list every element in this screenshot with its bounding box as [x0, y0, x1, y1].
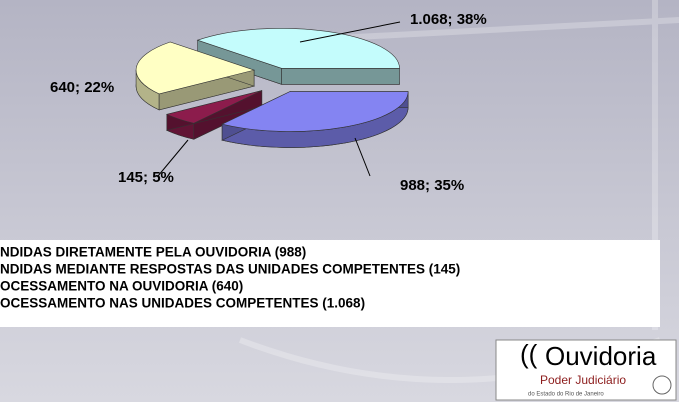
data-label: 1.068; 38% — [410, 11, 487, 28]
logo-org: Poder Judiciário — [540, 373, 626, 387]
legend-entry: NDIDAS DIRETAMENTE PELA OUVIDORIA (988) — [0, 245, 306, 260]
slice — [196, 28, 400, 69]
slice-wall — [281, 68, 400, 85]
leader-line — [354, 137, 371, 177]
logo-sub: do Estado do Rio de Janeiro — [528, 392, 604, 398]
slice — [165, 90, 262, 124]
logo-name: Ouvidoria — [545, 341, 657, 371]
data-label: 145; 5% — [118, 169, 174, 186]
legend-entry: OCESSAMENTO NAS UNIDADES COMPETENTES (1.… — [0, 296, 365, 311]
logo-seal — [652, 375, 672, 395]
logo-box — [495, 339, 677, 401]
data-label: 640; 22% — [50, 79, 114, 96]
leader-line — [157, 139, 189, 177]
legend-entry: OCESSAMENTO NA OUVIDORIA (640) — [0, 279, 243, 294]
legend-box — [0, 240, 660, 327]
data-label: 988; 35% — [400, 177, 464, 194]
logo-mark: (( — [520, 339, 538, 369]
slice — [135, 41, 256, 95]
leader-line — [299, 21, 401, 43]
legend-entry: NDIDAS MEDIANTE RESPOSTAS DAS UNIDADES C… — [0, 262, 460, 277]
slice — [221, 91, 409, 132]
